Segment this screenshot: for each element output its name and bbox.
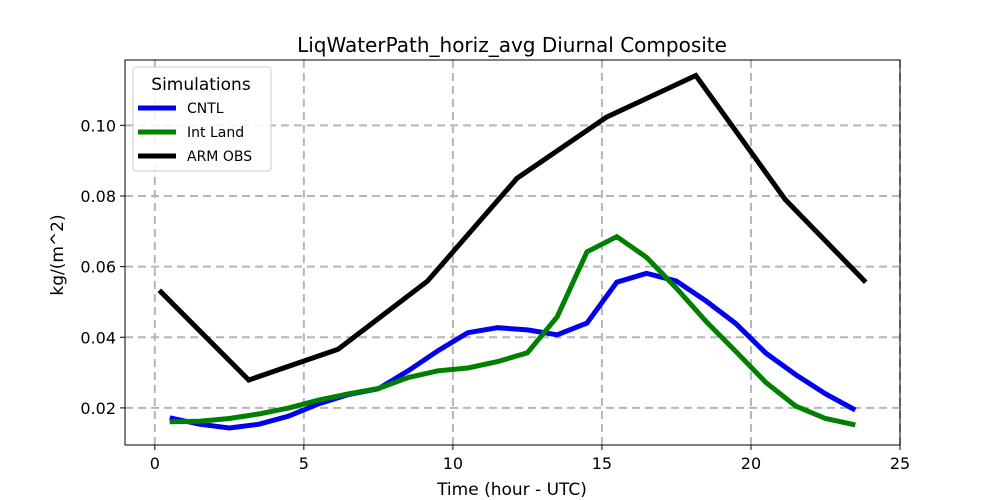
series-line-int-land [169, 233, 856, 428]
legend-label-cntl: CNTL [187, 101, 224, 117]
y-tick-label: 0.08 [80, 187, 116, 206]
y-tick-label: 0.04 [80, 328, 116, 347]
legend: Simulations CNTL Int Land ARM OBS [132, 66, 272, 172]
x-axis-label: Time (hour - UTC) [436, 480, 587, 500]
y-axis-label: kg/(m^2) [48, 214, 68, 295]
y-tick-label: 0.02 [80, 399, 116, 418]
legend-entries: CNTL Int Land ARM OBS [138, 101, 252, 165]
x-tick-label: 10 [443, 454, 463, 473]
series-line-cntl [169, 270, 857, 431]
plot-frame [124, 59, 901, 446]
x-tick-label: 25 [890, 454, 910, 473]
x-tick-label: 15 [592, 454, 612, 473]
legend-title: Simulations [151, 75, 251, 95]
legend-label-arm-obs: ARM OBS [187, 149, 252, 165]
chart-title: LiqWaterPath_horiz_avg Diurnal Composite [297, 33, 727, 57]
axis-ticks: 0 5 10 15 20 25 0.02 0.04 0.06 0.08 0.10 [80, 116, 910, 473]
x-tick-label: 20 [741, 454, 761, 473]
y-tick-label: 0.10 [80, 116, 116, 135]
legend-box [132, 66, 272, 172]
x-tick-label: 5 [299, 454, 309, 473]
y-tick-label: 0.06 [80, 258, 116, 277]
legend-label-int-land: Int Land [187, 125, 244, 141]
x-tick-label: 0 [150, 454, 160, 473]
series-lines [157, 72, 868, 431]
